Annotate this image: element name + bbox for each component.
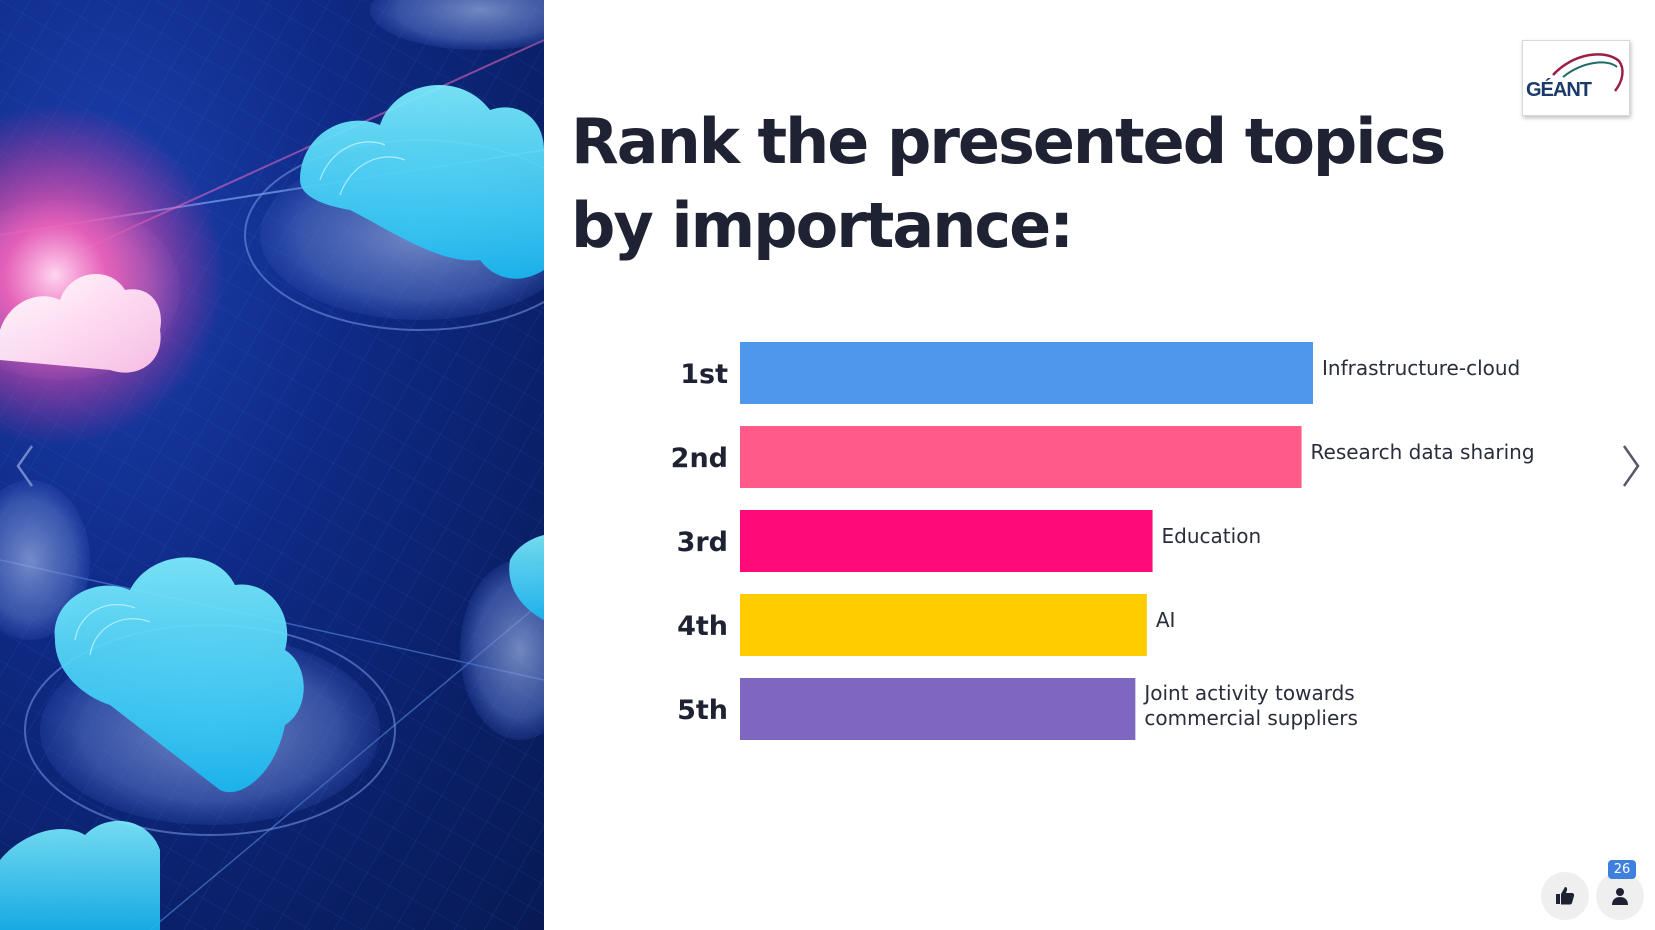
thumbs-up-icon [1556, 887, 1575, 905]
rank-label-4: 4th [677, 611, 728, 642]
cloud-network-image [0, 0, 544, 930]
bar-1 [740, 342, 1313, 404]
rank-label-1: 1st [680, 359, 728, 390]
ranking-bar-chart: 1st Infrastructure-cloud 2nd Research data … [671, 342, 1535, 740]
bar-4 [740, 594, 1147, 656]
topic-label-5: Joint activity towards commercial supplie… [1142, 681, 1358, 730]
person-icon [1612, 888, 1628, 905]
slide-title: Rank the presented topics by importance: [571, 105, 1446, 262]
bar-5 [740, 678, 1136, 740]
topic-label-line: Infrastructure-cloud [1322, 356, 1520, 380]
topic-label-line: Research data sharing [1311, 440, 1535, 464]
next-slide-button[interactable] [1616, 440, 1646, 492]
like-button[interactable] [1541, 872, 1589, 920]
chevron-right-icon [1622, 445, 1640, 487]
rank-label-5: 5th [677, 695, 728, 726]
topic-label-line: Education [1162, 524, 1262, 548]
participants-button[interactable] [1596, 872, 1644, 920]
topic-label-line: AI [1156, 608, 1176, 632]
rank-label-2: 2nd [671, 443, 728, 474]
logo-text: GÉANT [1526, 79, 1592, 101]
topic-label-3: Education [1162, 524, 1262, 548]
geant-logo: GÉANT [1522, 40, 1630, 116]
participant-count-badge: 26 [1608, 860, 1636, 879]
topic-label-line: Joint activity towards [1142, 681, 1354, 705]
topic-label-line: commercial suppliers [1144, 706, 1358, 730]
rank-label-3: 3rd [677, 527, 728, 558]
previous-slide-button[interactable] [10, 440, 40, 492]
chevron-left-icon [16, 445, 34, 487]
geant-swoosh-icon [1552, 53, 1624, 92]
bar-3 [740, 510, 1153, 572]
cloud-network-illustration [0, 0, 544, 930]
topic-label-4: AI [1156, 608, 1176, 632]
topic-label-1: Infrastructure-cloud [1322, 356, 1520, 380]
topic-label-2: Research data sharing [1311, 440, 1535, 464]
bar-2 [740, 426, 1302, 488]
